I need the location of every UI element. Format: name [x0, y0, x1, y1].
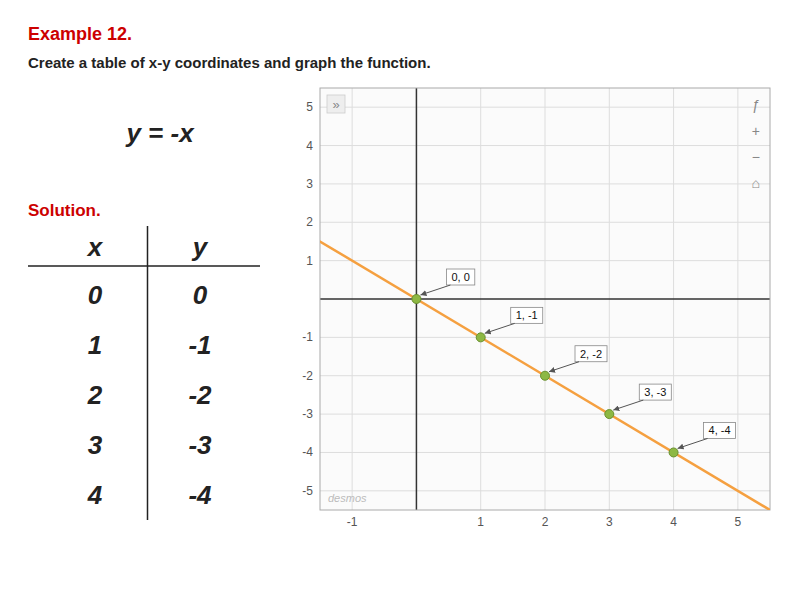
subtitle: Create a table of x-y coordinates and gr…: [28, 54, 431, 71]
point-label-arrow: [420, 285, 450, 295]
toolbar-icon: −: [752, 149, 760, 165]
point-label-box: [446, 269, 474, 285]
point-label: 2, -2: [580, 348, 602, 360]
axes: -1 1 2 3 4 5 -5 -4 -3 -2 -1 1 2 3 4 5: [302, 88, 770, 529]
x-tick-label: -1: [347, 515, 358, 529]
y-tick-label: -1: [302, 330, 313, 344]
point-label-box: [511, 307, 543, 323]
panel-button: [327, 95, 345, 113]
function-line: [320, 241, 770, 510]
point-label-box: [639, 384, 671, 400]
x-tick-label: 3: [606, 515, 613, 529]
point-label: 3, -3: [644, 386, 666, 398]
grid-line: [320, 490, 770, 491]
grid-line: [320, 414, 770, 415]
point-label-arrow: [678, 438, 708, 448]
table-divider: [147, 226, 149, 520]
x-tick-label: 5: [735, 515, 742, 529]
table-cell: 3: [88, 430, 103, 460]
point: [412, 295, 421, 304]
point-label-box: [575, 346, 607, 362]
toolbar-icon: +: [752, 123, 760, 139]
point-label: 4, -4: [709, 424, 731, 436]
point: [541, 371, 550, 380]
table-cell: 4: [87, 480, 103, 510]
point: [476, 333, 485, 342]
table-cell: 2: [87, 380, 103, 410]
table-cell: 0: [193, 280, 208, 310]
y-tick-label: -2: [302, 369, 313, 383]
toolbar-icon: ⌂: [752, 175, 760, 191]
y-tick-label: -4: [302, 445, 313, 459]
grid-line: [320, 145, 770, 146]
table-cell: -2: [188, 380, 212, 410]
y-tick-label: -5: [302, 484, 313, 498]
x-axis-line: [320, 298, 770, 300]
point: [605, 410, 614, 419]
point-label: 0, 0: [451, 271, 469, 283]
x-tick-label: 1: [477, 515, 484, 529]
grid-line: [320, 222, 770, 223]
toolbar-icon: ƒ: [752, 97, 760, 113]
table: x y 0 0 1 -1 2 -2 3 -3 4 -4: [28, 226, 260, 520]
table-cell: -1: [188, 330, 211, 360]
chart: Example 12. Create a table of x-y coordin…: [0, 0, 800, 600]
point-label-arrow: [485, 323, 515, 333]
y-tick-label: -3: [302, 407, 313, 421]
data-layer: [320, 241, 770, 510]
grid-line: [320, 337, 770, 338]
table-cell: -4: [188, 480, 212, 510]
table-cell: 1: [88, 330, 102, 360]
panel-icon: »: [332, 97, 339, 112]
y-tick-label: 3: [306, 177, 313, 191]
watermark: desmos: [328, 492, 367, 504]
point-label-arrow: [613, 400, 643, 410]
table-cell: 0: [88, 280, 103, 310]
point: [669, 448, 678, 457]
point-label-box: [704, 422, 736, 438]
table-divider: [28, 265, 260, 267]
y-tick-label: 5: [306, 100, 313, 114]
equation: y = -x: [124, 118, 195, 148]
plot-frame: [320, 88, 770, 510]
grid: [320, 88, 770, 510]
solution-label: Solution.: [28, 201, 101, 220]
table-header: y: [191, 232, 209, 262]
grid-line: [320, 260, 770, 261]
title: Example 12.: [28, 24, 132, 44]
x-tick-label: 4: [670, 515, 677, 529]
x-tick-label: 2: [542, 515, 549, 529]
grid-line: [320, 452, 770, 453]
y-tick-label: 4: [306, 139, 313, 153]
table-header: x: [86, 232, 104, 262]
grid-line: [320, 183, 770, 184]
table-cell: -3: [188, 430, 212, 460]
grid-line: [320, 107, 770, 108]
point-label: 1, -1: [516, 309, 538, 321]
point-label-arrow: [549, 362, 579, 372]
plot-background: [320, 88, 770, 510]
y-tick-label: 1: [306, 254, 313, 268]
y-tick-label: 2: [306, 215, 313, 229]
labels: 0, 0 1, -1 2, -2 3, -3 4, -4: [420, 269, 735, 448]
